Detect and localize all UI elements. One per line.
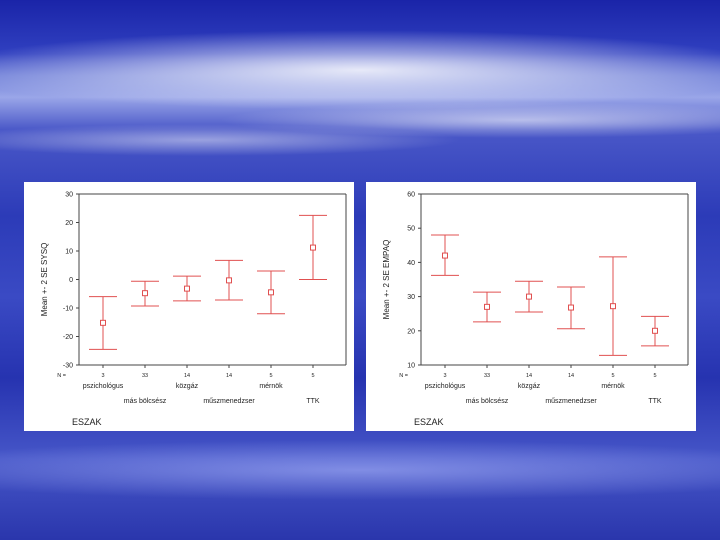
y-tick-label: 20	[65, 220, 73, 227]
y-tick-label: 20	[407, 328, 415, 335]
n-value: 14	[568, 373, 574, 379]
n-value: 14	[184, 373, 190, 379]
category-label: TTK	[306, 398, 320, 405]
n-value: 5	[269, 373, 272, 379]
y-tick-label: 50	[407, 226, 415, 233]
chart-panel-sysq: -30 -20 -10 0 10 20 30 Mean +- 2 SE SYSQ N = 3 psz…	[24, 182, 354, 431]
y-tick-label: 30	[65, 192, 73, 199]
y-tick-label: 60	[407, 192, 415, 199]
n-value: 33	[484, 373, 490, 379]
category-label: műszmenedzser	[203, 398, 255, 405]
y-tick-label: -20	[63, 334, 73, 341]
mean-marker	[484, 303, 490, 310]
n-value: 5	[311, 373, 314, 379]
n-value: 3	[443, 373, 446, 379]
category-label: TTK	[648, 398, 662, 405]
empaq-errorbar-chart: 10 20 30 40 50 60 Mean +- 2 SE EMPAQ N = 3 pszich…	[382, 192, 689, 427]
category-label: mérnök	[259, 383, 283, 390]
n-value: 3	[101, 373, 104, 379]
mean-marker	[442, 252, 448, 259]
mean-marker	[226, 277, 232, 284]
y-tick-label: 10	[65, 249, 73, 256]
category-label: pszichológus	[425, 383, 466, 390]
mean-marker	[184, 285, 190, 292]
category-label: pszichológus	[83, 383, 124, 390]
mean-marker	[100, 319, 106, 326]
n-value: 5	[653, 373, 656, 379]
mean-marker	[268, 289, 274, 296]
n-value: 14	[226, 373, 232, 379]
y-tick-label: 0	[69, 277, 73, 284]
category-label: közgáz	[518, 383, 541, 390]
mean-marker	[610, 303, 616, 310]
footer-label: ESZAK	[414, 417, 444, 427]
category-label: közgáz	[176, 383, 199, 390]
y-tick-label: -10	[63, 306, 73, 313]
mean-marker	[142, 290, 148, 297]
mean-marker	[310, 244, 316, 251]
y-tick-label: 40	[407, 260, 415, 267]
n-value: 33	[142, 373, 148, 379]
n-label: N =	[57, 373, 66, 379]
n-value: 5	[611, 373, 614, 379]
y-axis-label: Mean +- 2 SE SYSQ	[40, 243, 49, 317]
category-label: más bölcsész	[124, 398, 167, 405]
n-label: N =	[399, 373, 408, 379]
y-tick-label: 10	[407, 363, 415, 370]
y-tick-label: 30	[407, 294, 415, 301]
n-value: 14	[526, 373, 532, 379]
y-axis-label: Mean +- 2 SE EMPAQ	[382, 240, 391, 320]
category-label: műszmenedzser	[545, 398, 597, 405]
mean-marker	[568, 304, 574, 311]
sysq-errorbar-chart: -30 -20 -10 0 10 20 30 Mean +- 2 SE SYSQ N = 3 psz…	[40, 192, 347, 427]
mean-marker	[526, 293, 532, 300]
category-label: más bölcsész	[466, 398, 509, 405]
category-label: mérnök	[601, 383, 625, 390]
y-tick-label: -30	[63, 363, 73, 370]
chart-panel-empaq: 10 20 30 40 50 60 Mean +- 2 SE EMPAQ N = 3 pszich…	[366, 182, 696, 431]
mean-marker	[652, 327, 658, 334]
footer-label: ESZAK	[72, 417, 102, 427]
